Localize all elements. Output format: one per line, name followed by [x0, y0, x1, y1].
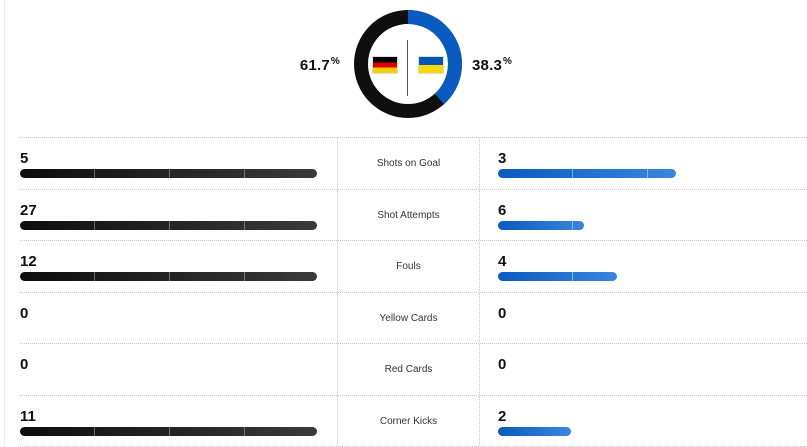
- possession-donut-chart: [352, 8, 464, 120]
- away-stat-value: 2: [498, 408, 506, 425]
- stat-label: Yellow Cards: [337, 313, 480, 324]
- stat-row: 27 Shot Attempts 6: [20, 189, 807, 241]
- germany-flag-icon: [372, 56, 398, 74]
- stat-label: Shots on Goal: [337, 158, 480, 169]
- home-stat-bar: [20, 169, 317, 178]
- stat-label: Red Cards: [337, 364, 480, 375]
- away-possession-percent: 38.3%: [472, 56, 512, 74]
- stat-row: 11 Corner Kicks 2: [20, 395, 807, 447]
- away-stat-bar: [498, 221, 584, 230]
- stat-label: Shot Attempts: [337, 210, 480, 221]
- stat-row: 0 Yellow Cards 0: [20, 292, 807, 344]
- ukraine-flag-icon: [418, 56, 444, 74]
- stat-label: Corner Kicks: [337, 416, 480, 427]
- away-stat-value: 6: [498, 202, 506, 219]
- stat-row: 5 Shots on Goal 3: [20, 137, 807, 189]
- home-stat-bar: [20, 272, 317, 281]
- away-stat-value: 3: [498, 150, 506, 167]
- home-stat-value: 27: [20, 202, 37, 219]
- stat-row: 0 Red Cards 0: [20, 343, 807, 395]
- home-stat-value: 5: [20, 150, 28, 167]
- home-stat-value: 0: [20, 305, 28, 322]
- home-stat-bar: [20, 221, 317, 230]
- away-stat-bar: [498, 169, 676, 178]
- away-stat-value: 4: [498, 253, 506, 270]
- home-stat-value: 11: [20, 408, 36, 425]
- away-stat-value: 0: [498, 305, 506, 322]
- home-stat-value: 0: [20, 356, 28, 373]
- stat-row: 12 Fouls 4: [20, 240, 807, 292]
- home-stat-value: 12: [20, 253, 37, 270]
- away-stat-bar: [498, 272, 617, 281]
- flag-divider: [407, 40, 408, 96]
- stat-label: Fouls: [337, 261, 480, 272]
- match-stats-table: 5 Shots on Goal 3 27 Shot Attempts 6 12 …: [20, 137, 807, 447]
- home-possession-percent: 61.7%: [300, 56, 340, 74]
- possession-header: 61.7% 38.3%: [0, 0, 807, 128]
- away-stat-bar: [498, 427, 571, 436]
- home-stat-bar: [20, 427, 317, 436]
- away-stat-value: 0: [498, 356, 506, 373]
